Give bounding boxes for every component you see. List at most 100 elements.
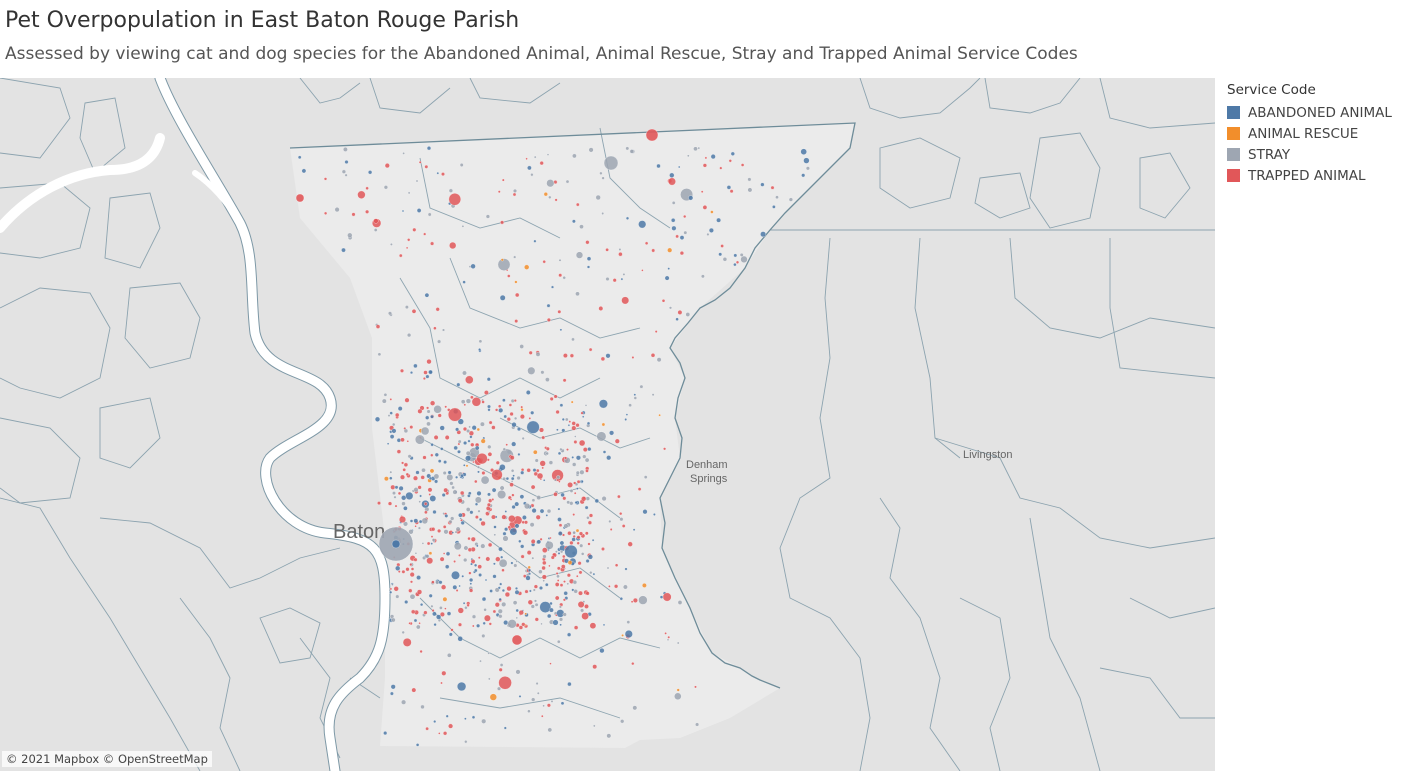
map-point — [708, 227, 714, 233]
map-point — [399, 253, 403, 258]
map-point — [507, 274, 511, 278]
map-point — [514, 501, 520, 507]
legend-item-rescue[interactable]: ANIMAL RESCUE — [1227, 123, 1405, 144]
map-point — [334, 207, 340, 213]
map-point — [412, 227, 417, 232]
map-attribution[interactable]: © 2021 Mapbox © OpenStreetMap — [2, 751, 212, 767]
map-point — [601, 496, 607, 502]
map-point — [775, 195, 779, 199]
map-point — [601, 547, 605, 551]
map-point — [550, 555, 555, 560]
map-point — [535, 682, 539, 685]
map-point — [437, 413, 442, 418]
map-point — [426, 557, 434, 565]
map-point — [405, 246, 409, 250]
map-point — [605, 353, 611, 359]
legend-item-trapped[interactable]: TRAPPED ANIMAL — [1227, 165, 1405, 186]
map-canvas[interactable]: Baton Denham Springs Livingston — [0, 78, 1215, 771]
map-point — [401, 630, 405, 634]
map-point — [710, 210, 714, 214]
map-point — [419, 649, 423, 654]
map-point — [451, 485, 455, 490]
map-point — [430, 241, 435, 246]
map-point — [557, 309, 562, 314]
map-view[interactable]: Baton Denham Springs Livingston © 2021 M… — [0, 78, 1215, 771]
map-point — [471, 397, 482, 407]
map-point — [569, 353, 574, 358]
map-point — [416, 208, 422, 213]
map-point — [466, 429, 471, 433]
map-point — [421, 467, 426, 473]
map-point — [628, 403, 632, 407]
map-point — [481, 633, 486, 638]
map-point — [415, 179, 419, 183]
map-point — [428, 369, 433, 375]
map-point — [405, 305, 409, 309]
map-point — [427, 212, 432, 217]
map-point — [543, 192, 548, 197]
map-point — [718, 252, 723, 257]
map-point — [497, 686, 501, 691]
map-point — [551, 469, 564, 482]
map-point — [573, 440, 578, 444]
map-point — [545, 541, 554, 550]
map-point — [584, 457, 590, 463]
map-point — [502, 531, 507, 536]
map-point — [551, 285, 554, 289]
map-point — [587, 554, 593, 560]
map-point — [409, 519, 414, 523]
legend-item-abandoned[interactable]: ABANDONED ANIMAL — [1227, 102, 1405, 123]
map-point — [580, 411, 584, 415]
map-point — [423, 370, 428, 375]
map-point — [449, 241, 457, 250]
map-point — [508, 515, 516, 523]
map-point — [431, 527, 436, 532]
map-point — [609, 528, 613, 531]
map-point — [428, 493, 431, 496]
map-point — [630, 600, 634, 603]
map-point — [383, 185, 388, 190]
map-point — [675, 234, 679, 239]
map-point — [576, 487, 579, 490]
map-point — [433, 623, 437, 627]
map-point — [411, 609, 416, 614]
map-point — [701, 274, 705, 279]
map-point — [485, 214, 490, 219]
map-point — [484, 390, 489, 395]
map-point — [437, 528, 442, 533]
map-point — [482, 621, 486, 625]
map-point — [514, 416, 518, 420]
map-point — [555, 614, 558, 617]
map-point — [461, 574, 465, 578]
map-point — [740, 255, 748, 263]
map-point — [545, 446, 550, 451]
map-point — [389, 411, 393, 415]
map-point — [420, 475, 425, 480]
map-point — [432, 611, 437, 617]
map-point — [447, 470, 452, 475]
map-point — [457, 498, 463, 504]
legend-item-stray[interactable]: STRAY — [1227, 144, 1405, 165]
map-point — [530, 604, 535, 609]
map-point — [420, 426, 430, 436]
map-point — [521, 436, 525, 440]
map-point — [502, 398, 506, 402]
map-point — [546, 317, 551, 322]
map-point — [449, 481, 454, 486]
map-point — [484, 578, 488, 582]
map-point — [559, 447, 563, 451]
map-point — [728, 159, 732, 163]
map-point — [414, 552, 418, 555]
map-point — [390, 691, 394, 696]
map-point — [524, 589, 529, 594]
map-point — [520, 408, 524, 412]
map-point — [700, 190, 704, 193]
map-point — [534, 617, 539, 622]
map-point — [517, 452, 521, 456]
map-point — [417, 485, 422, 490]
map-point — [638, 220, 647, 229]
map-point — [484, 614, 491, 622]
map-point — [569, 540, 574, 545]
map-point — [387, 501, 393, 506]
map-point — [562, 276, 566, 280]
